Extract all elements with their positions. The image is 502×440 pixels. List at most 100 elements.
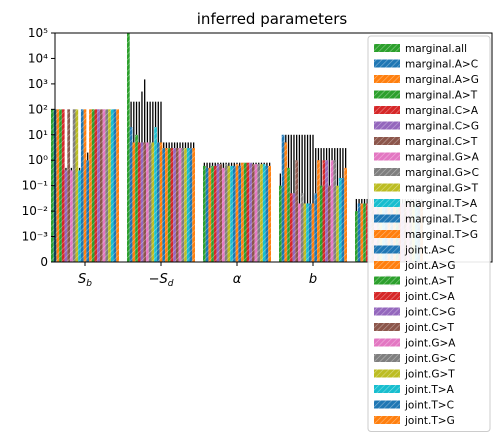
legend-swatch — [374, 292, 400, 300]
bar-joint.G>A-S_b — [102, 109, 106, 262]
bar-joint.G>T-α — [260, 164, 263, 262]
bar-marginal.T>A-α — [230, 165, 233, 262]
bar-marginal.A>G--S_d — [132, 142, 136, 262]
bar-marginal.G>C--S_d — [148, 142, 152, 262]
bar-joint.G>C-α — [257, 164, 261, 262]
bar-marginal.A>C--S_d — [129, 127, 133, 263]
bar-marginal.A>T-σ_b — [363, 203, 366, 262]
bar-joint.G>T-b — [336, 185, 339, 262]
bar-marginal.C>A-b — [289, 193, 293, 262]
legend-swatch — [374, 90, 400, 99]
legend-label: marginal.C>G — [405, 121, 479, 133]
bar-marginal.T>A-b — [306, 203, 309, 262]
bar-marginal.C>A--S_d — [137, 142, 141, 262]
bar-marginal.C>A-α — [213, 165, 217, 262]
bar-marginal.A>G-σ_b — [360, 203, 364, 262]
bar-marginal.C>G--S_d — [140, 142, 144, 262]
bar-marginal.C>A-S_b — [61, 109, 65, 262]
legend-swatch — [374, 369, 400, 378]
x-tick-label-α: α — [233, 272, 242, 287]
bar-joint.A>T--S_d — [167, 148, 171, 262]
bar-joint.A>C-α — [238, 165, 242, 262]
bar-joint.G>A--S_d — [178, 148, 182, 262]
bar-joint.C>G--S_d — [173, 148, 176, 262]
bar-marginal.T>G-b — [311, 203, 315, 262]
legend-label: joint.G>T — [404, 369, 455, 381]
y-tick-label: 10⁻² — [22, 204, 49, 218]
bar-marginal.all-σ_b — [355, 211, 358, 262]
legend-swatch — [374, 121, 400, 130]
y-tick-label: 10¹ — [28, 128, 48, 142]
bar-joint.C>G-S_b — [97, 109, 100, 262]
legend-label: joint.G>A — [404, 338, 456, 350]
bar-marginal.A>T-S_b — [59, 109, 62, 262]
legend-label: joint.T>G — [404, 415, 455, 427]
bar-marginal.A>G-α — [208, 167, 212, 262]
bar-joint.T>A-α — [262, 164, 266, 262]
bar-marginal.T>A--S_d — [154, 127, 157, 263]
bar-joint.G>A-b — [330, 160, 334, 262]
legend-label: joint.A>T — [404, 276, 454, 288]
legend-swatch — [374, 354, 400, 362]
legend-swatch — [374, 323, 400, 331]
bar-marginal.C>T-S_b — [67, 109, 71, 262]
bar-marginal.A>G-S_b — [56, 109, 60, 262]
bar-marginal.G>T-α — [227, 165, 231, 262]
bar-marginal.A>T-b — [287, 167, 290, 262]
bar-joint.C>T-α — [251, 164, 255, 262]
bar-marginal.T>G--S_d — [159, 142, 163, 262]
bar-marginal.G>A--S_d — [146, 142, 149, 262]
bar-joint.T>G--S_d — [192, 148, 195, 262]
bar-marginal.C>G-b — [292, 193, 296, 262]
bar-joint.T>G-α — [268, 165, 271, 262]
y-tick-label: 10³ — [28, 77, 48, 91]
legend-label: marginal.T>G — [405, 229, 478, 241]
legend-label: joint.A>C — [404, 245, 455, 257]
legend-label: marginal.A>G — [405, 74, 479, 86]
bar-joint.T>G-b — [344, 167, 347, 262]
legend-label: marginal.T>A — [405, 198, 478, 210]
bar-joint.C>A-b — [322, 160, 326, 262]
y-tick-label: 10⁻¹ — [22, 179, 49, 193]
y-tick-label: 10⁴ — [28, 51, 48, 65]
legend-swatch — [374, 214, 400, 223]
y-tick-label: 10² — [28, 102, 48, 116]
bar-joint.A>T-α — [243, 162, 247, 262]
legend-label: marginal.G>C — [405, 167, 479, 179]
legend-swatch — [374, 307, 400, 316]
bar-marginal.T>C--S_d — [156, 142, 160, 262]
bar-joint.C>G-b — [325, 160, 328, 262]
legend-label: marginal.G>A — [405, 152, 480, 164]
legend-label: marginal.T>C — [405, 214, 477, 226]
bar-marginal.all--S_d — [127, 33, 130, 262]
legend-swatch — [374, 137, 400, 145]
bar-joint.A>G-S_b — [89, 109, 92, 262]
legend-swatch — [374, 75, 400, 83]
bar-joint.G>C-b — [333, 160, 337, 262]
legend-swatch — [374, 245, 400, 254]
bar-joint.C>T-S_b — [99, 109, 103, 262]
bar-marginal.T>G-S_b — [83, 109, 87, 262]
y-tick-label: 0 — [40, 255, 48, 269]
legend-label: joint.C>A — [404, 291, 455, 303]
legend-label: marginal.all — [405, 43, 467, 55]
legend-swatch — [374, 199, 400, 207]
y-tick-label: 10⁻³ — [22, 230, 49, 244]
legend-label: joint.C>G — [404, 307, 456, 319]
bar-joint.A>T-b — [319, 185, 323, 262]
bar-joint.A>T-S_b — [91, 109, 95, 262]
plot-frame — [54, 32, 493, 263]
bar-marginal.C>T-α — [219, 164, 223, 262]
bar-joint.C>A--S_d — [170, 148, 174, 262]
bar-marginal.T>C-α — [232, 165, 236, 262]
chart-title: inferred parameters — [197, 10, 348, 28]
legend-swatch — [374, 385, 400, 393]
legend-swatch — [374, 183, 400, 192]
legend-label: marginal.G>T — [405, 183, 479, 195]
bar-marginal.A>C-b — [281, 134, 285, 262]
bar-marginal.G>T--S_d — [151, 142, 155, 262]
bar-joint.G>T-S_b — [108, 109, 111, 262]
bar-joint.G>C--S_d — [181, 148, 185, 262]
x-tick-label-b: b — [309, 272, 317, 287]
